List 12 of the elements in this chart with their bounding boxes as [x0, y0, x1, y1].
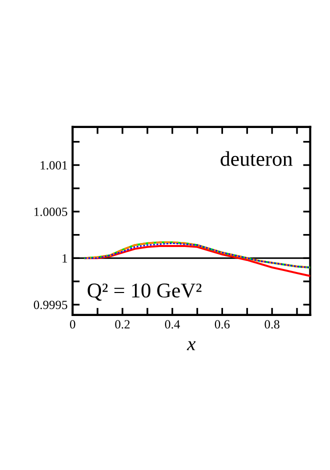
- x-tick-label: 0.8: [264, 320, 280, 329]
- y-tick-label: 1.0005: [34, 208, 68, 216]
- annotation: Q² = 10 GeV²: [88, 283, 202, 301]
- annotation: deuteron: [220, 151, 292, 166]
- y-tick-label: 1.001: [40, 161, 67, 170]
- y-tick-label: 1: [62, 254, 67, 262]
- x-axis-title: x: [186, 341, 196, 350]
- x-tick-label: 0.4: [164, 320, 180, 329]
- y-tick-label: 0.9995: [34, 300, 68, 310]
- x-tick-label: 0: [70, 320, 76, 329]
- x-tick-label: 0.6: [214, 320, 230, 329]
- x-tick-label: 0.2: [115, 320, 130, 329]
